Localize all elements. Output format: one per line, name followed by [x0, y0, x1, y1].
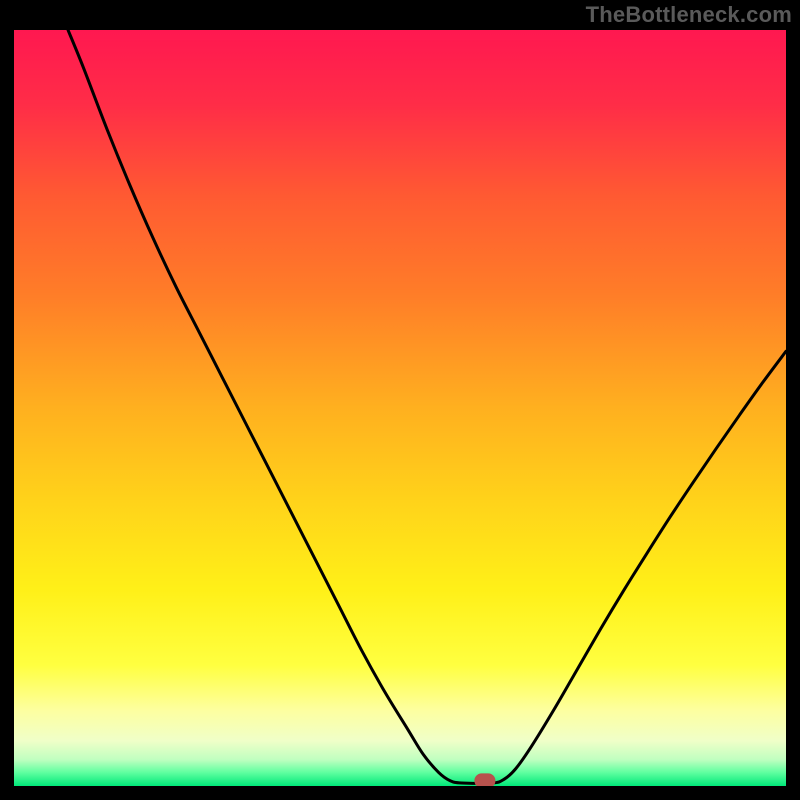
bottleneck-chart — [0, 0, 800, 800]
watermark-text: TheBottleneck.com — [586, 2, 792, 28]
gradient-background — [14, 30, 786, 786]
frame-bottom — [0, 786, 800, 800]
frame-right — [786, 0, 800, 800]
frame-left — [0, 0, 14, 800]
